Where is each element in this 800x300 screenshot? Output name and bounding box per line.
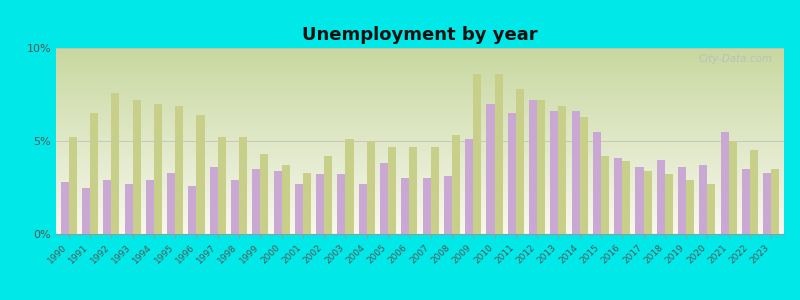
Bar	[516, 89, 524, 234]
Bar	[657, 160, 665, 234]
Bar	[388, 147, 396, 234]
Bar	[146, 180, 154, 234]
Bar	[346, 139, 354, 234]
Bar	[90, 113, 98, 234]
Bar	[678, 167, 686, 234]
Bar	[537, 100, 545, 234]
Bar	[410, 147, 418, 234]
Bar	[750, 150, 758, 234]
Bar	[197, 115, 205, 234]
Bar	[210, 167, 218, 234]
Bar	[82, 188, 90, 234]
Bar	[558, 106, 566, 234]
Bar	[358, 184, 366, 234]
Bar	[133, 100, 141, 234]
Bar	[593, 132, 601, 234]
Bar	[686, 180, 694, 234]
Bar	[125, 184, 133, 234]
Bar	[486, 104, 494, 234]
Bar	[742, 169, 750, 234]
Bar	[508, 113, 516, 234]
Bar	[295, 184, 303, 234]
Bar	[771, 169, 779, 234]
Title: Unemployment by year: Unemployment by year	[302, 26, 538, 44]
Bar	[474, 74, 482, 234]
Bar	[274, 171, 282, 234]
Bar	[239, 137, 247, 234]
Bar	[252, 169, 260, 234]
Bar	[452, 135, 460, 234]
Bar	[260, 154, 269, 234]
Bar	[601, 156, 609, 234]
Bar	[69, 137, 77, 234]
Bar	[622, 161, 630, 234]
Bar	[643, 171, 651, 234]
Bar	[111, 93, 119, 234]
Bar	[635, 167, 643, 234]
Bar	[699, 165, 707, 234]
Bar	[721, 132, 729, 234]
Bar	[303, 172, 311, 234]
Bar	[444, 176, 452, 234]
Bar	[614, 158, 622, 234]
Bar	[218, 137, 226, 234]
Bar	[580, 117, 588, 234]
Text: City-Data.com: City-Data.com	[699, 54, 773, 64]
Bar	[571, 111, 580, 234]
Bar	[430, 147, 438, 234]
Bar	[665, 175, 673, 234]
Bar	[316, 175, 324, 234]
Bar	[61, 182, 69, 234]
Bar	[189, 186, 197, 234]
Bar	[167, 172, 175, 234]
Bar	[707, 184, 715, 234]
Bar	[324, 156, 332, 234]
Bar	[154, 104, 162, 234]
Bar	[282, 165, 290, 234]
Bar	[550, 111, 558, 234]
Bar	[494, 74, 502, 234]
Bar	[103, 180, 111, 234]
Bar	[529, 100, 537, 234]
Bar	[338, 175, 346, 234]
Bar	[380, 163, 388, 234]
Bar	[763, 172, 771, 234]
Bar	[231, 180, 239, 234]
Bar	[422, 178, 430, 234]
Bar	[175, 106, 183, 234]
Bar	[366, 141, 375, 234]
Bar	[402, 178, 410, 234]
Bar	[729, 141, 737, 234]
Bar	[465, 139, 474, 234]
